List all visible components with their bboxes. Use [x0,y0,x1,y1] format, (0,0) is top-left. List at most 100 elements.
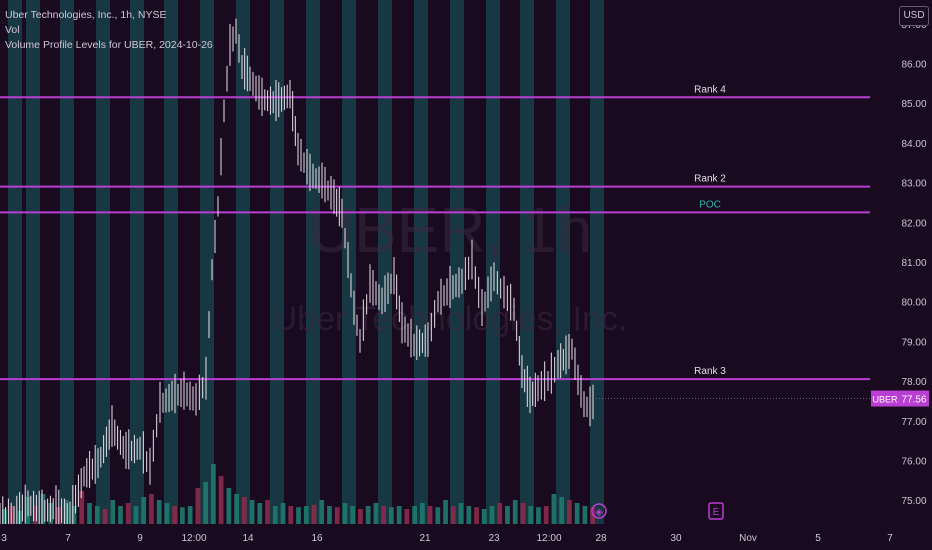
x-tick-label: 9 [137,533,143,544]
volume-bar [319,500,325,524]
volume-bar [203,482,208,524]
y-tick-label: 76.00 [901,456,926,467]
session-band [342,0,356,524]
x-tick-label: 30 [670,533,682,544]
y-tick-label: 77.00 [901,417,926,428]
volume-bar [311,504,317,524]
volume-bar [210,464,216,524]
volume-bar [32,506,38,524]
session-band [378,0,392,524]
y-tick-label: 79.00 [901,337,926,348]
volume-bar [156,500,162,524]
currency-button[interactable]: USD [899,6,929,26]
x-tick-label: 12:00 [181,533,206,544]
volume-bar [296,507,301,524]
volume-bar [218,476,224,524]
volume-bar [249,500,255,524]
volume-bar [481,509,487,524]
watermark-symbol: UBER, 1h [308,194,593,266]
volume-bar [528,506,534,524]
volume-bar [327,506,332,524]
y-tick-label: 75.00 [901,496,926,507]
chart-legend: Uber Technologies, Inc., 1h, NYSE Vol Vo… [5,8,213,53]
level-label: POC [699,199,721,210]
volume-bar [94,506,100,524]
x-tick-label: 7 [65,533,71,544]
price-tag-value-bg [899,390,929,407]
earnings-marker-glyph: E [713,507,720,518]
volume-bar [133,506,139,524]
session-band [414,0,428,524]
session-band [450,0,464,524]
volume-profile-indicator-label[interactable]: Volume Profile Levels for UBER, 2024-10-… [5,39,213,51]
volume-bar [373,503,379,524]
volume-indicator-label[interactable]: Vol [5,24,20,36]
volume-bar [389,507,394,524]
volume-bar [164,503,170,524]
volume-bar [87,503,92,524]
session-band [26,0,40,524]
time-axis [0,524,932,550]
volume-bar [172,506,178,524]
session-band [270,0,284,524]
x-tick-label: 21 [419,533,431,544]
price-tag-symbol: UBER [872,395,898,405]
y-tick-label: 78.00 [901,377,926,388]
y-tick-label: 86.00 [901,60,926,71]
volume-bar [149,494,154,524]
volume-bar [303,506,309,524]
volume-bar [342,503,348,524]
session-band [96,0,110,524]
price-tag-symbol-bg [871,390,899,407]
volume-bar [497,503,503,524]
volume-bar [543,506,549,524]
x-tick-label: 28 [595,533,607,544]
volume-bar [195,488,201,524]
volume-bar [466,506,472,524]
x-tick-label: 5 [815,533,821,544]
volume-bar [241,497,247,524]
earnings-marker-icon[interactable] [708,502,724,520]
y-tick-label: 83.00 [901,179,926,190]
price-tag-value: 77.56 [901,395,926,406]
volume-bar [257,503,263,524]
volume-bar [404,509,410,524]
session-band [164,0,178,524]
session-band [130,0,144,524]
volume-bar [234,494,239,524]
level-label: Rank 4 [694,84,726,95]
volume-bar [288,506,294,524]
volume-bar [458,503,464,524]
x-tick-label: 23 [488,533,500,544]
volume-bar [567,500,572,524]
volume-bar [505,506,510,524]
volume-bar [265,500,270,524]
volume-bar [118,506,123,524]
volume-bar [71,506,77,524]
volume-bar [358,509,363,524]
volume-bar [551,494,557,524]
y-tick-label: 81.00 [901,258,926,269]
volume-bar [180,507,185,524]
volume-bar [63,500,69,524]
x-tick-label: 12:00 [536,533,561,544]
volume-bar [110,500,116,524]
volume-bar [574,503,580,524]
volume-bar [79,491,85,524]
session-band [236,0,250,524]
volume-bar [9,506,15,524]
volume-bar [125,503,131,524]
volume-bar [141,497,147,524]
event-marker-glyph: ◈ [595,507,603,518]
symbol-title[interactable]: Uber Technologies, Inc., 1h, NYSE [5,9,167,21]
volume-bar [412,506,417,524]
x-tick-label: Nov [739,533,757,544]
volume-bar [427,506,433,524]
volume-bar [187,506,193,524]
session-band [556,0,570,524]
event-marker-icon[interactable] [591,503,607,519]
session-band [306,0,320,524]
y-tick-label: 80.00 [901,298,926,309]
